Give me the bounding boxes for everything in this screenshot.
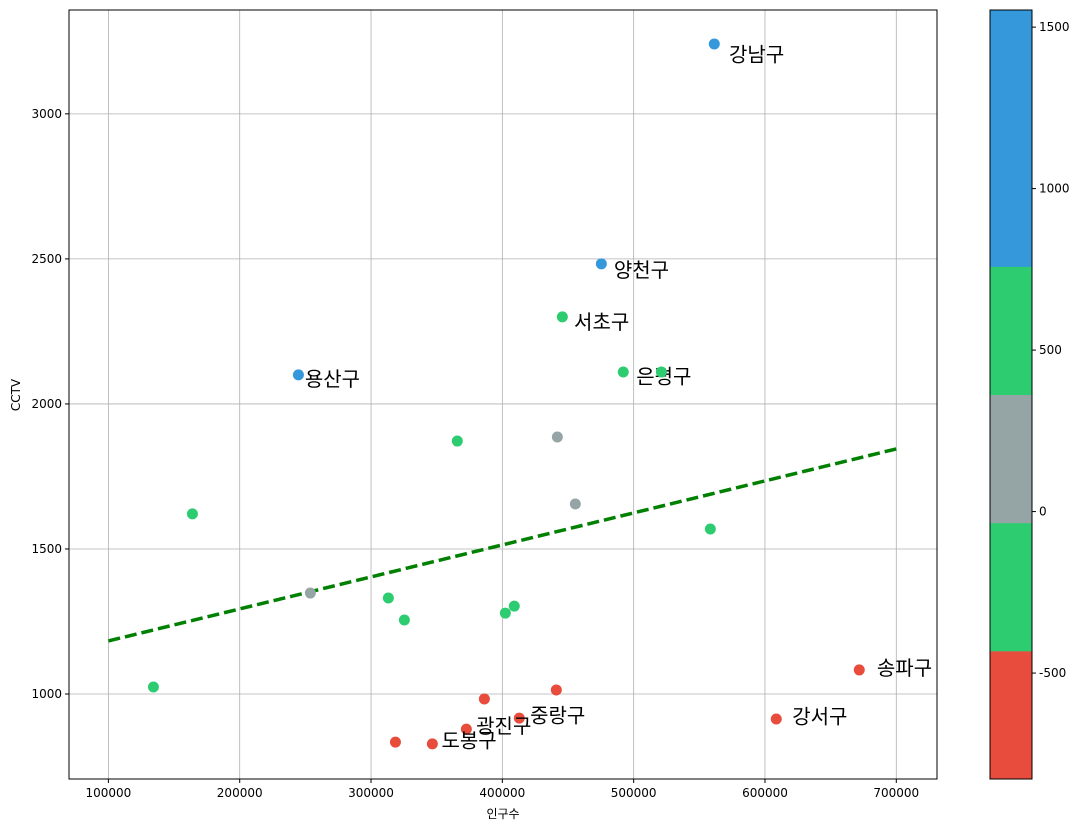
point [595,258,607,270]
x-tick-label: 700000 [873,786,919,800]
y-tick-label: 3000 [31,107,62,121]
point [478,693,490,705]
point-label: 송파구 [877,656,932,680]
x-tick-label: 100000 [85,786,131,800]
colorbar-tick-label: -500 [1039,666,1066,680]
point-label: 강서구 [792,704,847,728]
colorbar-segment [990,522,1032,652]
point [499,607,511,619]
point-label: 중랑구 [530,703,585,727]
colorbar-segment [990,394,1032,524]
point [426,738,438,750]
point [556,311,568,323]
point [617,366,629,378]
point [451,435,463,447]
point [382,592,394,604]
point-label: 양천구 [614,258,669,282]
colorbar-segment [990,10,1032,139]
y-tick-label: 2500 [31,252,62,266]
x-tick-label: 200000 [217,786,263,800]
colorbar-frame [989,9,1033,780]
y-tick-label: 1500 [31,542,62,556]
point [708,38,720,50]
point-label: 강남구 [729,43,784,67]
point [853,664,865,676]
x-tick-label: 500000 [611,786,657,800]
y-tick-label: 1000 [31,687,62,701]
point [304,587,316,599]
point [508,600,520,612]
colorbar-tick-label: 1000 [1039,182,1070,196]
point [655,366,667,378]
plot-frame [68,9,938,780]
point [569,498,581,510]
y-axis-label: CCTV [9,378,23,411]
x-tick-label: 600000 [742,786,788,800]
point [292,369,304,381]
point [551,431,563,443]
x-axis-label: 인구수 [486,807,519,821]
point-label: 광진구 [476,714,531,738]
point [398,614,410,626]
point-label: 서초구 [574,310,629,334]
point [550,684,562,696]
point-label: 용산구 [305,367,360,391]
y-tick-label: 2000 [31,397,62,411]
x-tick-label: 400000 [479,786,525,800]
point [460,723,472,735]
point [704,523,716,535]
point [770,713,782,725]
point-label: 도봉구 [441,729,496,753]
x-tick-label: 300000 [348,786,394,800]
point [389,736,401,748]
colorbar-tick-label: 500 [1039,343,1062,357]
point [186,508,198,520]
point [147,681,159,693]
colorbar-segment [990,650,1032,780]
colorbar-segment [990,138,1032,267]
point [513,712,525,724]
colorbar-segment [990,266,1032,395]
colorbar-tick-label: 0 [1039,505,1047,519]
colorbar-tick-label: 1500 [1039,20,1070,34]
